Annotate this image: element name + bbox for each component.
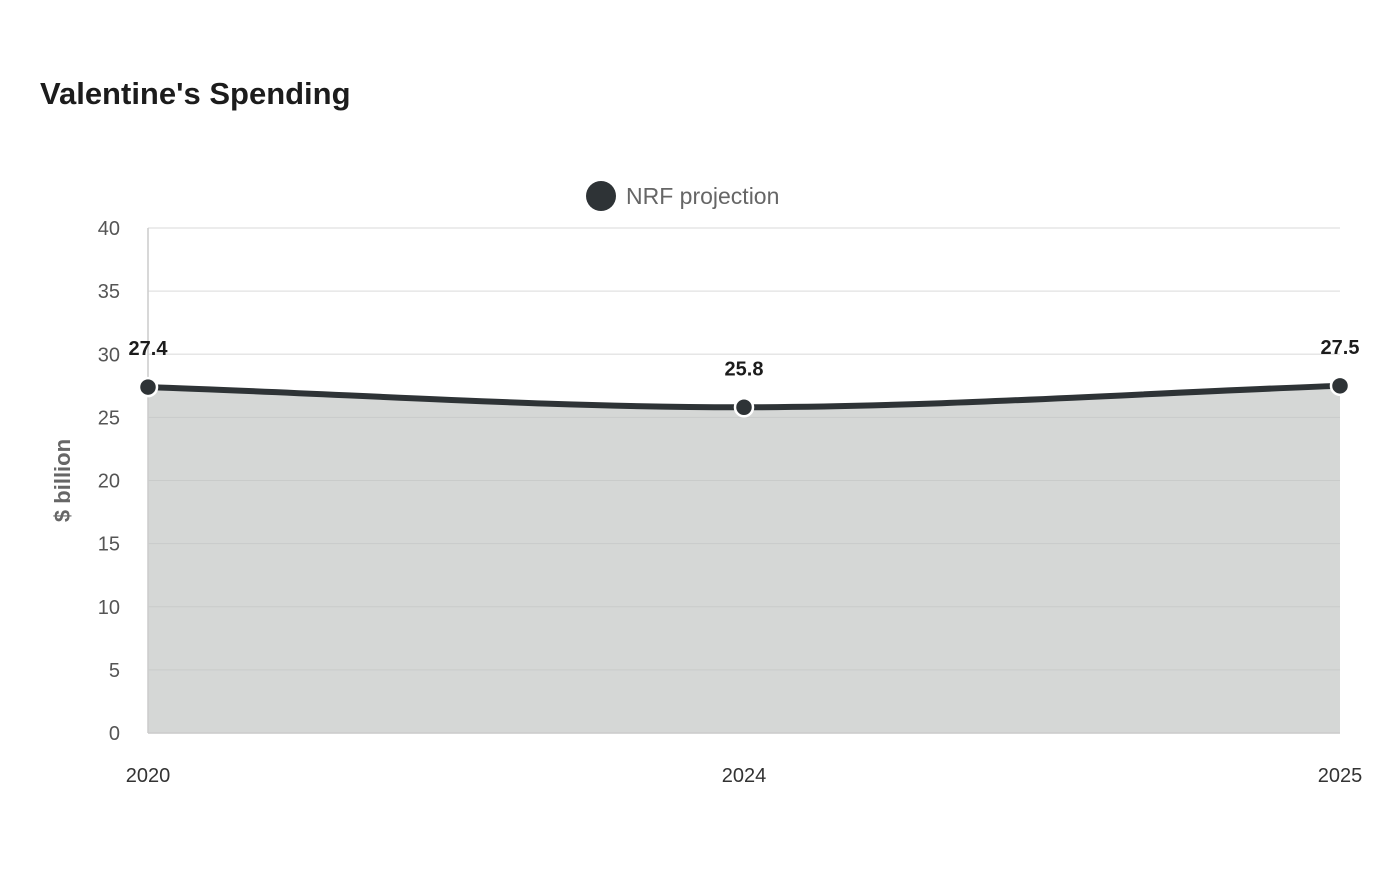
data-points bbox=[137, 375, 1351, 418]
x-tick-label: 2025 bbox=[1318, 765, 1363, 787]
data-point[interactable] bbox=[733, 397, 755, 418]
y-tick-label: 15 bbox=[98, 534, 120, 556]
data-label: 25.8 bbox=[725, 358, 764, 380]
y-tick-label: 20 bbox=[98, 471, 120, 493]
data-point[interactable] bbox=[1329, 375, 1351, 397]
legend-label[interactable]: NRF projection bbox=[626, 183, 779, 209]
x-tick-label: 2024 bbox=[722, 765, 767, 787]
series-area-fill bbox=[148, 385, 1340, 733]
legend-marker[interactable] bbox=[586, 181, 616, 211]
area-fill-layer bbox=[148, 385, 1340, 733]
y-tick-label: 30 bbox=[98, 344, 120, 366]
legend[interactable]: NRF projection bbox=[586, 181, 779, 211]
y-tick-label: 40 bbox=[98, 218, 120, 240]
y-tick-label: 5 bbox=[109, 660, 120, 682]
y-tick-label: 10 bbox=[98, 597, 120, 619]
y-tick-label: 25 bbox=[98, 407, 120, 429]
data-point[interactable] bbox=[137, 376, 159, 398]
data-label: 27.4 bbox=[129, 338, 169, 360]
x-tick-label: 2020 bbox=[126, 765, 171, 787]
y-tick-label: 35 bbox=[98, 281, 120, 303]
y-tick-label: 0 bbox=[109, 723, 120, 745]
y-axis-title: $ billion bbox=[50, 439, 75, 522]
chart-title: Valentine's Spending bbox=[40, 76, 351, 111]
data-label: 27.5 bbox=[1321, 337, 1360, 359]
data-labels: 27.4 25.8 27.5 bbox=[129, 337, 1360, 380]
